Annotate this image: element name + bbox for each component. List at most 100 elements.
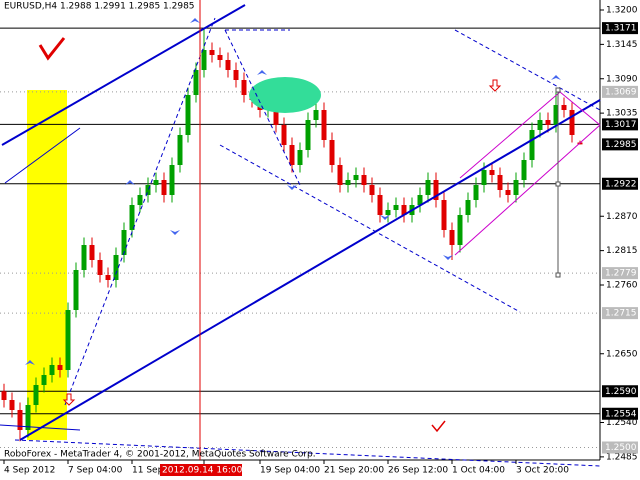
x-tick-label: 26 Sep 12:00 — [388, 466, 448, 476]
candle-body — [481, 170, 487, 185]
candle-body — [193, 70, 199, 95]
candle-body — [305, 120, 311, 150]
candle-body — [345, 180, 351, 185]
highlight-zone — [27, 90, 67, 440]
candle-body — [401, 205, 407, 215]
x-tick-label: 3 Oct 20:00 — [516, 466, 569, 476]
trend-lines — [0, 4, 601, 467]
candle-body — [457, 215, 463, 245]
candle-body — [57, 365, 63, 370]
target-zone — [249, 77, 321, 113]
candle-body — [281, 125, 287, 145]
x-tick-label: 21 Sep 20:00 — [324, 466, 384, 476]
y-tick-label: 1.2540 — [606, 418, 638, 428]
candle-body — [361, 175, 367, 185]
y-tick-label: 1.2760 — [606, 281, 638, 291]
candle-body — [313, 110, 319, 120]
level-label: 1.3171 — [605, 24, 637, 34]
candle-body — [505, 190, 511, 195]
x-tick-label: 19 Sep 04:00 — [260, 466, 320, 476]
candle-body — [89, 245, 95, 260]
candle-body — [129, 205, 135, 230]
candle-body — [113, 255, 119, 280]
candle-body — [385, 210, 391, 215]
x-tick-label: 1 Oct 04:00 — [452, 466, 505, 476]
candle-body — [553, 105, 559, 125]
candle-body — [297, 150, 303, 165]
candle-body — [33, 385, 39, 405]
candle-body — [105, 275, 111, 280]
candle-body — [217, 55, 223, 60]
x-tick-label: 2012.09.14 16:00 — [162, 466, 243, 476]
x-tick-label: 4 Sep 2012 — [4, 466, 55, 476]
level-box — [602, 307, 638, 320]
x-tick-label: 7 Sep 04:00 — [68, 466, 123, 476]
candle-body — [529, 130, 535, 160]
candle-body — [449, 230, 455, 245]
candle-body — [465, 200, 471, 215]
candle-body — [241, 80, 247, 95]
candle-body — [353, 175, 359, 180]
y-tick-label: 1.3145 — [606, 40, 638, 50]
arrows — [62, 79, 502, 406]
candle-body — [513, 180, 519, 195]
candle-body — [273, 105, 279, 125]
y-tick-label: 1.3035 — [606, 109, 638, 119]
level-label: 1.2779 — [605, 269, 637, 279]
candle-body — [441, 200, 447, 230]
level-box — [602, 385, 638, 398]
level-label: 1.2500 — [605, 443, 637, 453]
candle-body — [337, 165, 343, 185]
y-tick-label: 1.2485 — [606, 452, 638, 462]
x-tick-label: 11 Sep — [132, 466, 164, 476]
level-label: 1.2922 — [605, 179, 637, 189]
level-box — [602, 177, 638, 190]
candle-body — [65, 310, 71, 370]
y-tick-label: 1.3090 — [606, 74, 638, 84]
candle-body — [289, 145, 295, 165]
level-label: 1.2590 — [605, 387, 637, 397]
candle-body — [425, 180, 431, 195]
candle-body — [185, 95, 191, 135]
candle-body — [25, 405, 31, 430]
level-box — [602, 267, 638, 280]
candle-body — [73, 270, 79, 310]
candle-body — [545, 120, 551, 125]
candle-body — [433, 180, 439, 200]
level-box — [602, 407, 638, 420]
candle-body — [321, 110, 327, 140]
candle-body — [329, 140, 335, 165]
candle-body — [417, 195, 423, 205]
candle-body — [153, 180, 159, 185]
target-range — [555, 87, 561, 278]
candle-body — [497, 175, 503, 190]
candle-body — [1, 391, 7, 400]
candle-body — [17, 410, 23, 430]
candle-body — [137, 195, 143, 205]
candle-body — [569, 110, 575, 135]
channel — [454, 91, 601, 256]
markers — [25, 18, 561, 365]
level-label: 1.2554 — [605, 409, 637, 419]
level-box — [602, 22, 638, 35]
candle-body — [521, 160, 527, 180]
candle-body — [201, 50, 207, 70]
level-box — [602, 441, 638, 454]
chart-title: EURUSD,H4 1.2988 1.2991 1.2985 1.2985 — [4, 2, 195, 12]
candle-body — [97, 260, 103, 275]
candle-body — [81, 245, 87, 270]
level-box — [602, 118, 638, 131]
candle-body — [233, 70, 239, 80]
candle-body — [209, 50, 215, 55]
y-tick-label: 1.2815 — [606, 246, 638, 256]
candle-body — [473, 185, 479, 200]
candle-body — [121, 230, 127, 255]
candle-body — [377, 195, 383, 215]
level-label: 1.3069 — [605, 87, 637, 97]
candle-body — [489, 170, 495, 175]
level-label: 1.3017 — [605, 120, 637, 130]
level-box — [602, 85, 638, 98]
